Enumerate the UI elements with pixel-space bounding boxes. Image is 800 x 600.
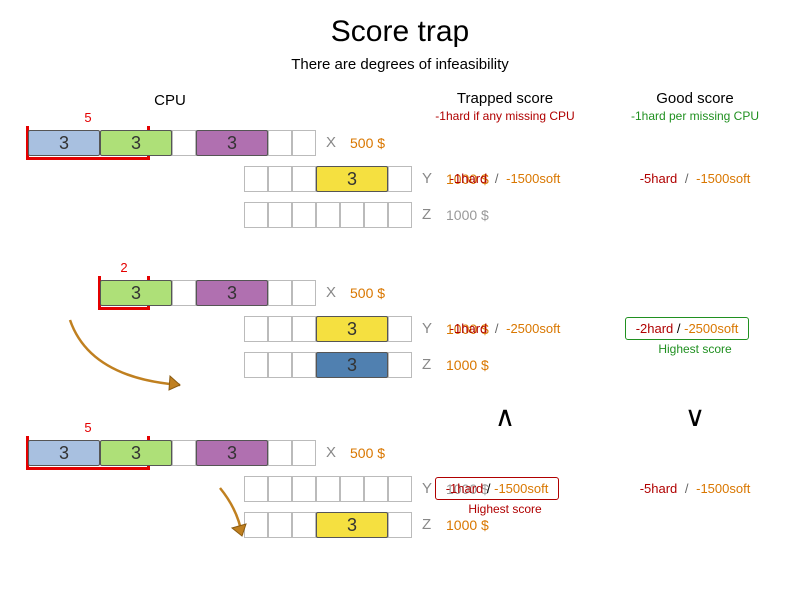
score-caption: Highest score (625, 342, 765, 356)
process-block: 3 (196, 440, 268, 466)
row-price: 500 $ (350, 135, 385, 151)
good-column-subheader: -1hard per missing CPU (605, 109, 785, 123)
score-box: -2hard / -2500soft (625, 317, 749, 340)
row-label: Y (422, 320, 432, 337)
slot-row (244, 476, 412, 502)
logic-symbol: ∧ (485, 400, 525, 433)
process-block: 3 (316, 316, 388, 342)
overflow-label: 2 (100, 260, 148, 275)
process-block: 3 (316, 512, 388, 538)
process-block: 3 (196, 130, 268, 156)
process-block: 3 (100, 440, 172, 466)
row-price: 1000 $ (446, 207, 489, 223)
score-text: -5hard / -1500soft (625, 481, 765, 496)
row-label: X (326, 134, 336, 151)
good-column-header: Good score (605, 90, 785, 107)
row-price: 500 $ (350, 285, 385, 301)
row-price: 500 $ (350, 445, 385, 461)
score-text: -1hard / -1500soft (435, 171, 575, 186)
trapped-column-header: Trapped score (415, 90, 595, 107)
score-caption: Highest score (435, 502, 575, 516)
process-block: 3 (28, 130, 100, 156)
slot-row (244, 202, 412, 228)
logic-symbol: ∨ (675, 400, 715, 433)
process-block: 3 (316, 166, 388, 192)
row-label: Z (422, 356, 431, 373)
row-label: Z (422, 206, 431, 223)
row-price: 1000 $ (446, 517, 489, 533)
process-block: 3 (28, 440, 100, 466)
page-title: Score trap (0, 15, 800, 49)
row-label: X (326, 284, 336, 301)
trapped-column-subheader: -1hard if any missing CPU (415, 109, 595, 123)
process-block: 3 (316, 352, 388, 378)
row-label: Y (422, 170, 432, 187)
score-box: -1hard / -1500soft (435, 477, 559, 500)
cpu-column-header: CPU (110, 92, 230, 109)
row-label: Y (422, 480, 432, 497)
row-price: 1000 $ (446, 357, 489, 373)
row-label: X (326, 444, 336, 461)
process-block: 3 (196, 280, 268, 306)
score-text: -1hard / -2500soft (435, 321, 575, 336)
score-text: -5hard / -1500soft (625, 171, 765, 186)
process-block: 3 (100, 280, 172, 306)
row-label: Z (422, 516, 431, 533)
overflow-label: 5 (28, 110, 148, 125)
process-block: 3 (100, 130, 172, 156)
page-subtitle: There are degrees of infeasibility (0, 56, 800, 73)
overflow-label: 5 (28, 420, 148, 435)
